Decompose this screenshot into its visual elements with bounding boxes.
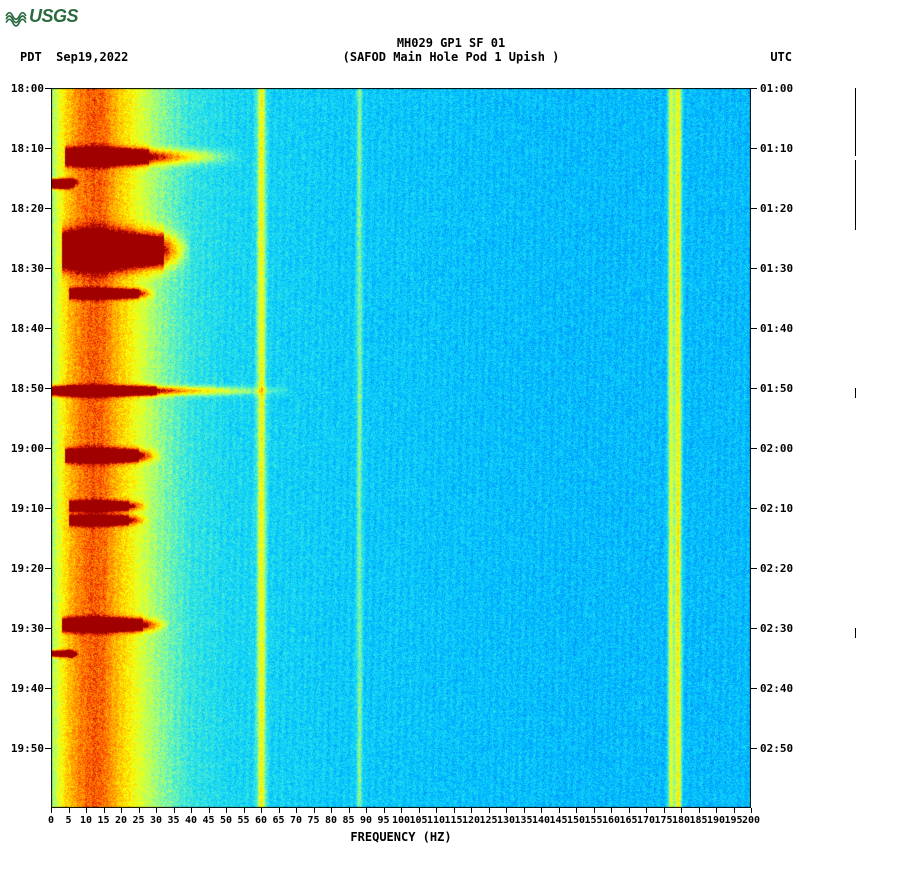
x-tick: 130	[497, 815, 515, 826]
y-left-tick: 18:10	[8, 142, 44, 155]
x-tick: 140	[532, 815, 550, 826]
y-right-tick: 01:40	[760, 322, 800, 335]
x-tick: 185	[689, 815, 707, 826]
x-tick: 80	[325, 815, 337, 826]
x-tick: 35	[167, 815, 179, 826]
x-tick: 170	[637, 815, 655, 826]
y-left-tick: 18:20	[8, 202, 44, 215]
scale-bar	[855, 628, 856, 638]
x-tick: 15	[97, 815, 109, 826]
y-right-tick: 02:10	[760, 502, 800, 515]
x-tick: 5	[65, 815, 71, 826]
y-left-tick: 18:00	[8, 82, 44, 95]
x-tick: 40	[185, 815, 197, 826]
y-right-tick: 02:00	[760, 442, 800, 455]
x-tick: 95	[377, 815, 389, 826]
usgs-logo: USGS	[5, 5, 78, 27]
x-tick: 45	[202, 815, 214, 826]
y-right-tick: 01:00	[760, 82, 800, 95]
x-tick: 10	[80, 815, 92, 826]
y-left-tick: 18:40	[8, 322, 44, 335]
x-tick: 175	[654, 815, 672, 826]
x-tick: 160	[602, 815, 620, 826]
x-tick: 135	[514, 815, 532, 826]
y-left-tick: 19:10	[8, 502, 44, 515]
scale-bar	[855, 88, 856, 156]
date-label: Sep19,2022	[56, 50, 128, 64]
wave-icon	[5, 5, 27, 27]
logo-text: USGS	[29, 6, 78, 27]
x-tick: 70	[290, 815, 302, 826]
y-left-tick: 19:00	[8, 442, 44, 455]
x-tick: 55	[237, 815, 249, 826]
x-tick: 150	[567, 815, 585, 826]
x-tick: 30	[150, 815, 162, 826]
y-right-tick: 01:20	[760, 202, 800, 215]
x-tick: 110	[427, 815, 445, 826]
scale-bar	[855, 388, 856, 398]
x-tick: 65	[272, 815, 284, 826]
y-right-tick: 01:30	[760, 262, 800, 275]
y-left-tick: 19:20	[8, 562, 44, 575]
x-tick: 85	[342, 815, 354, 826]
x-tick: 125	[479, 815, 497, 826]
y-left-tick: 19:30	[8, 622, 44, 635]
x-axis-label: FREQUENCY (HZ)	[51, 830, 751, 844]
x-tick: 60	[255, 815, 267, 826]
y-right-tick: 02:30	[760, 622, 800, 635]
y-right-tick: 01:50	[760, 382, 800, 395]
x-tick: 25	[132, 815, 144, 826]
x-tick: 75	[307, 815, 319, 826]
y-left-tick: 18:50	[8, 382, 44, 395]
left-tz-label: PDT Sep19,2022	[20, 50, 128, 64]
right-tz-label: UTC	[770, 50, 792, 64]
x-tick: 20	[115, 815, 127, 826]
scale-bar	[855, 160, 856, 230]
y-right-tick: 02:40	[760, 682, 800, 695]
x-tick: 0	[48, 815, 54, 826]
chart-subtitle: (SAFOD Main Hole Pod 1 Upish )	[0, 50, 902, 64]
x-tick: 90	[360, 815, 372, 826]
x-tick: 105	[409, 815, 427, 826]
x-tick: 190	[707, 815, 725, 826]
x-tick: 100	[392, 815, 410, 826]
x-tick: 180	[672, 815, 690, 826]
x-tick: 155	[584, 815, 602, 826]
tz-left: PDT	[20, 50, 42, 64]
x-tick: 195	[724, 815, 742, 826]
y-right-tick: 02:20	[760, 562, 800, 575]
chart-title: MH029 GP1 SF 01	[0, 36, 902, 50]
x-tick: 200	[742, 815, 760, 826]
y-right-tick: 02:50	[760, 742, 800, 755]
y-left-tick: 18:30	[8, 262, 44, 275]
y-left-tick: 19:50	[8, 742, 44, 755]
x-tick: 50	[220, 815, 232, 826]
x-tick: 115	[444, 815, 462, 826]
spectrogram-plot	[51, 88, 751, 808]
y-left-tick: 19:40	[8, 682, 44, 695]
x-tick: 165	[619, 815, 637, 826]
x-tick: 145	[549, 815, 567, 826]
y-right-tick: 01:10	[760, 142, 800, 155]
x-tick: 120	[462, 815, 480, 826]
